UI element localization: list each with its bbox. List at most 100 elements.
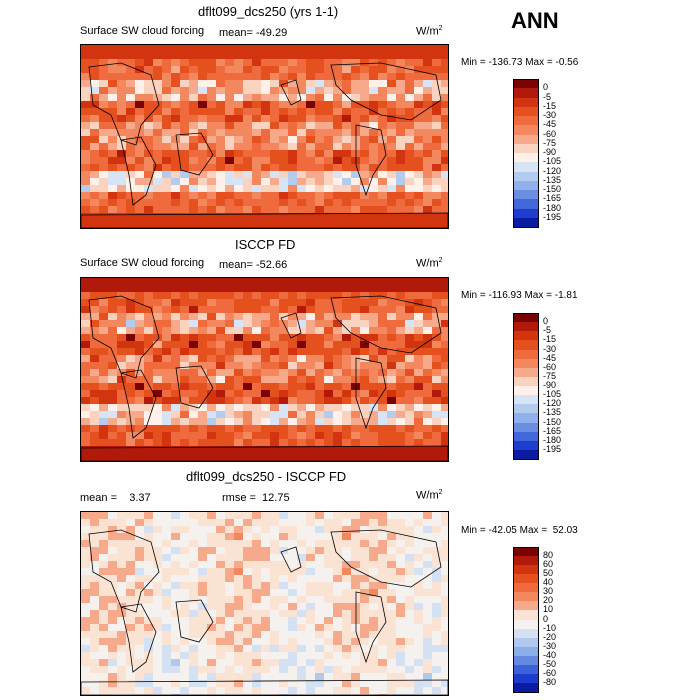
field-cell xyxy=(144,192,154,200)
field-cell xyxy=(369,645,379,653)
field-cell xyxy=(306,52,316,60)
field-cell xyxy=(324,101,334,109)
coastline xyxy=(355,591,387,664)
field-cell xyxy=(180,554,190,562)
field-cell xyxy=(234,115,244,123)
field-cell xyxy=(108,334,118,342)
field-cell xyxy=(252,561,262,569)
field-cell xyxy=(207,383,217,391)
field-cell xyxy=(81,603,91,611)
field-cell xyxy=(270,45,280,53)
field-cell xyxy=(360,666,370,674)
field-cell xyxy=(198,52,208,60)
field-cell xyxy=(243,533,253,541)
field-cell xyxy=(288,554,298,562)
field-cell xyxy=(306,540,316,548)
field-cell xyxy=(432,453,442,461)
field-cell xyxy=(378,73,388,81)
colorbar-tick-label: -75 xyxy=(543,137,557,148)
field-cell xyxy=(189,45,199,53)
field-cell xyxy=(216,136,226,144)
field-cell xyxy=(342,554,352,562)
field-cell xyxy=(396,610,406,618)
field-cell xyxy=(225,687,235,695)
field-cell xyxy=(306,404,316,412)
field-cell xyxy=(333,80,343,88)
field-cell xyxy=(432,652,442,660)
field-cell xyxy=(81,453,91,461)
field-cell xyxy=(423,603,433,611)
field-cell xyxy=(162,192,172,200)
field-cell xyxy=(297,313,307,321)
field-cell xyxy=(423,666,433,674)
field-cell xyxy=(369,453,379,461)
field-cell xyxy=(243,603,253,611)
field-cell xyxy=(324,624,334,632)
field-cell xyxy=(288,164,298,172)
field-cell xyxy=(99,334,109,342)
field-cell xyxy=(414,411,424,419)
field-cell xyxy=(216,80,226,88)
field-cell xyxy=(216,220,226,228)
field-cell xyxy=(207,617,217,625)
field-cell xyxy=(387,439,397,447)
field-cell xyxy=(369,87,379,95)
colorbar-swatch xyxy=(513,655,538,666)
field-cell xyxy=(324,446,334,454)
field-cell xyxy=(360,631,370,639)
field-cell xyxy=(441,694,448,695)
field-cell xyxy=(144,171,154,179)
field-cell xyxy=(180,306,190,314)
field-cell xyxy=(297,348,307,356)
field-cell xyxy=(279,460,289,461)
field-cell xyxy=(135,383,145,391)
field-cell xyxy=(243,680,253,688)
field-cell xyxy=(126,299,136,307)
field-cell xyxy=(171,617,181,625)
field-cell xyxy=(351,561,361,569)
field-cell xyxy=(153,425,163,433)
field-cell xyxy=(153,687,163,695)
field-cell xyxy=(369,603,379,611)
field-cell xyxy=(144,178,154,186)
field-cell xyxy=(225,390,235,398)
field-cell xyxy=(378,533,388,541)
panel-3-rmse: rmse = 12.75 xyxy=(222,492,290,504)
field-cell xyxy=(342,533,352,541)
field-cell xyxy=(369,355,379,363)
field-cell xyxy=(189,115,199,123)
colorbar-tick-label: -50 xyxy=(543,658,557,669)
field-cell xyxy=(369,213,379,221)
field-cell xyxy=(225,80,235,88)
field-cell xyxy=(171,80,181,88)
field-cell xyxy=(198,129,208,137)
field-cell xyxy=(81,362,91,370)
field-cell xyxy=(261,157,271,165)
field-cell xyxy=(171,94,181,102)
field-cell xyxy=(270,80,280,88)
field-cell xyxy=(396,59,406,67)
field-cell xyxy=(306,129,316,137)
field-cell xyxy=(387,292,397,300)
field-cell xyxy=(90,687,100,695)
field-cell xyxy=(90,348,100,356)
field-cell xyxy=(225,533,235,541)
field-cell xyxy=(180,666,190,674)
field-cell xyxy=(396,206,406,214)
field-cell xyxy=(198,453,208,461)
field-cell xyxy=(180,341,190,349)
field-cell xyxy=(189,278,199,286)
field-cell xyxy=(144,404,154,412)
field-cell xyxy=(270,206,280,214)
field-cell xyxy=(99,362,109,370)
field-cell xyxy=(153,185,163,193)
field-cell xyxy=(288,659,298,667)
field-cell xyxy=(171,292,181,300)
field-cell xyxy=(171,320,181,328)
field-cell xyxy=(315,355,325,363)
coastline xyxy=(120,603,157,673)
field-cell xyxy=(315,334,325,342)
field-cell xyxy=(198,348,208,356)
field-cell xyxy=(387,666,397,674)
field-cell xyxy=(252,603,262,611)
